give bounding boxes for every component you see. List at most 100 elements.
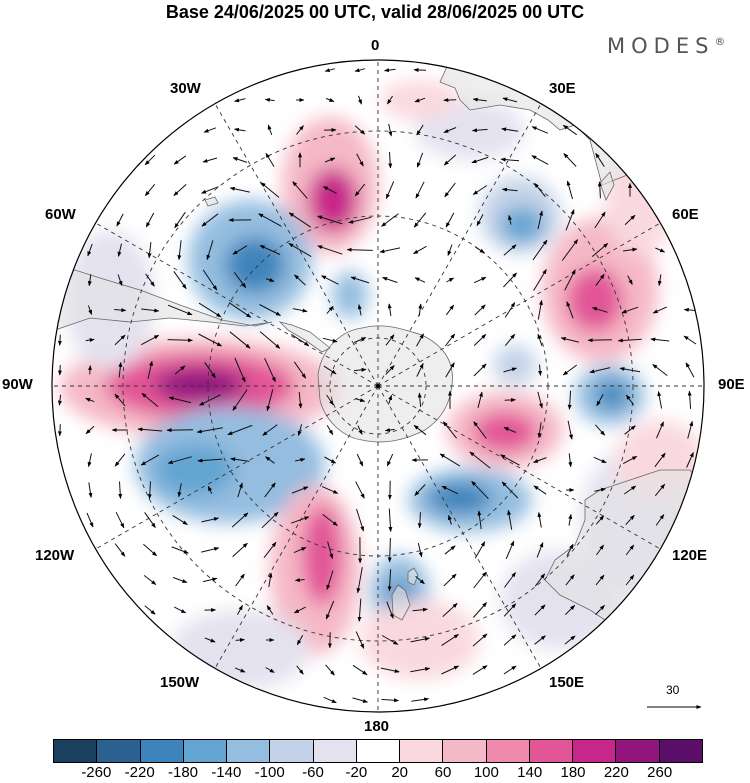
meridian-line (377, 222, 661, 387)
wind-vector (442, 603, 458, 617)
lon-label-90w: 90W (2, 376, 33, 393)
wind-vector (203, 127, 217, 133)
colorbar-segment (443, 740, 487, 762)
wind-vector (172, 577, 188, 583)
wind-vector (86, 512, 94, 528)
lon-label-0: 0 (371, 37, 380, 54)
wind-vector (85, 338, 95, 343)
wind-vector (204, 637, 216, 643)
wind-vector (656, 421, 664, 439)
wind-vector (232, 245, 248, 255)
wind-vector (198, 394, 221, 406)
wind-vector (141, 334, 160, 346)
meridian-line (214, 103, 379, 387)
wind-vector (114, 453, 126, 467)
wind-vector (197, 458, 223, 463)
wind-vector (595, 273, 605, 286)
wind-vector (172, 514, 188, 526)
wind-vector (536, 542, 544, 558)
wind-vector (381, 698, 399, 703)
wind-vector (568, 513, 573, 526)
wind-vector (503, 427, 517, 433)
wind-vector (416, 152, 424, 168)
colorbar-segment (356, 740, 401, 762)
colorbar-segment (573, 740, 617, 762)
wind-vector (324, 157, 336, 163)
wind-vector (384, 428, 395, 433)
wind-vector (534, 604, 546, 616)
wind-vector (294, 578, 305, 583)
wind-vector (292, 308, 308, 313)
wind-vector (471, 128, 488, 133)
wind-vector (625, 514, 635, 526)
antarctica (317, 325, 453, 443)
wind-vector (565, 209, 575, 231)
wind-vector (357, 425, 363, 435)
wind-vector (624, 425, 636, 435)
wind-vector (503, 665, 517, 675)
wind-vector (168, 396, 192, 404)
wind-vector (416, 124, 424, 136)
wind-vector (196, 427, 223, 434)
anomaly-fields (60, 80, 704, 690)
vector-scale-arrow (647, 705, 702, 709)
wind-vector (501, 481, 519, 499)
wind-vector (381, 635, 399, 645)
wind-vector (473, 571, 487, 589)
wind-vector (358, 95, 362, 105)
wind-vector (173, 271, 187, 290)
wind-vector (354, 125, 366, 135)
wind-vector (57, 334, 62, 346)
lon-label-90e: 90E (718, 376, 745, 393)
wind-vector (477, 510, 482, 530)
colorbar-tick-label: 20 (391, 764, 408, 781)
wind-vector (650, 337, 670, 342)
meridian-line (214, 385, 379, 669)
meridian-line (377, 385, 542, 669)
madagascar (599, 171, 615, 201)
wind-vector (173, 184, 187, 196)
lon-label-150w: 150W (160, 674, 200, 691)
wind-vector (355, 631, 365, 649)
wind-vector (144, 512, 156, 529)
wind-vector (533, 268, 547, 291)
wind-vector (534, 182, 546, 198)
wind-vector (114, 334, 126, 346)
new-zealand-north (407, 567, 419, 586)
colorbar-segment (659, 740, 702, 762)
wind-vector (657, 274, 662, 286)
wind-vector (268, 572, 273, 588)
wind-vector (201, 186, 219, 194)
wind-vector (445, 362, 455, 378)
wind-vector (416, 333, 424, 347)
wind-vector (623, 247, 638, 252)
meridian-line (95, 222, 379, 387)
wind-vector (387, 569, 392, 592)
wind-vector (115, 511, 125, 529)
wind-vector (444, 182, 456, 198)
colorbar-tick-label: 180 (560, 764, 586, 781)
wind-vector (388, 123, 393, 137)
wind-vector (441, 485, 459, 495)
wind-vector (568, 453, 573, 468)
wind-vector (533, 485, 547, 495)
wind-vector (537, 333, 543, 346)
wind-vector (504, 302, 516, 318)
brand-mark: ® (714, 35, 726, 48)
anomaly-blob (428, 482, 492, 514)
wind-vector (627, 275, 633, 285)
wind-vector (445, 212, 455, 228)
wind-vector (324, 68, 335, 73)
wind-vector (294, 274, 306, 286)
wind-vector (87, 365, 92, 375)
wind-vector (417, 512, 422, 529)
wind-vector (416, 362, 424, 377)
wind-vector (322, 514, 338, 526)
wind-vector (291, 486, 309, 494)
wind-vector (594, 487, 606, 492)
colorbar-tick-label: 220 (603, 764, 629, 781)
wind-vector (147, 360, 153, 379)
wind-vector (381, 213, 399, 227)
wind-vector (116, 213, 124, 227)
wind-vector (292, 181, 308, 199)
